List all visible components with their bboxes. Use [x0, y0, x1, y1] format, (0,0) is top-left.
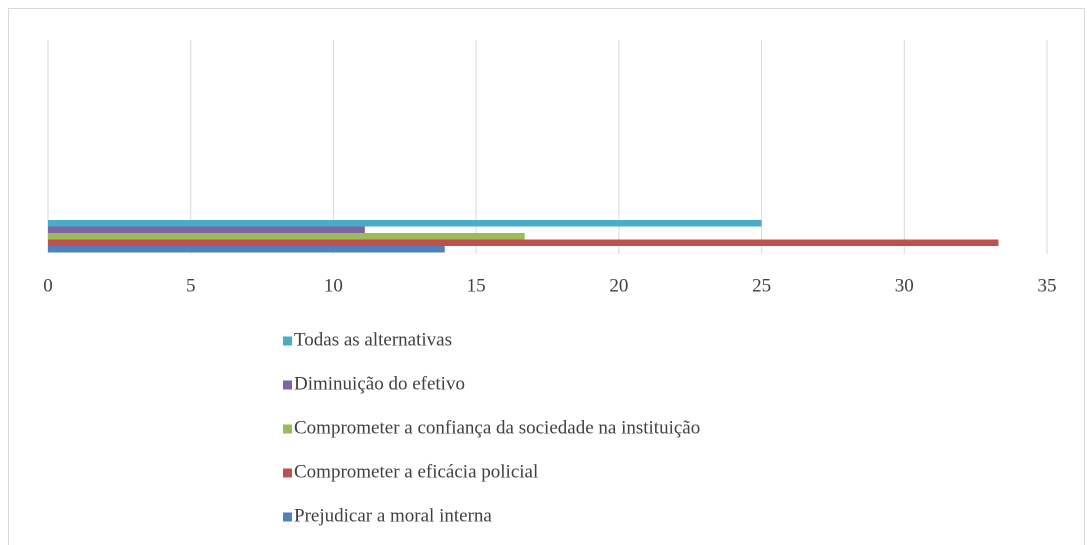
legend-label: Prejudicar a moral interna	[294, 505, 492, 526]
x-tick-label: 0	[43, 275, 53, 296]
legend-label: Comprometer a confiança da sociedade na …	[294, 417, 700, 438]
x-tick-label: 15	[467, 275, 486, 296]
bar	[48, 226, 365, 233]
x-tick-label: 25	[752, 275, 771, 296]
x-tick-label: 30	[895, 275, 914, 296]
legend-label: Todas as alternativas	[294, 329, 452, 350]
legend-swatch	[283, 468, 292, 478]
chart-border	[8, 8, 1085, 545]
x-tick-label: 20	[609, 275, 628, 296]
legend-label: Diminuição do efetivo	[294, 373, 465, 394]
x-tick-label: 35	[1038, 275, 1057, 296]
bar	[48, 239, 999, 246]
legend-swatch	[283, 424, 292, 434]
bar	[48, 246, 445, 253]
legend-swatch	[283, 512, 292, 522]
bar	[48, 233, 525, 240]
x-tick-label: 5	[186, 275, 196, 296]
legend-swatch	[283, 380, 292, 390]
x-tick-label: 10	[324, 275, 343, 296]
legend-label: Comprometer a eficácia policial	[294, 461, 538, 482]
legend-swatch	[283, 336, 292, 346]
bar	[48, 220, 762, 227]
